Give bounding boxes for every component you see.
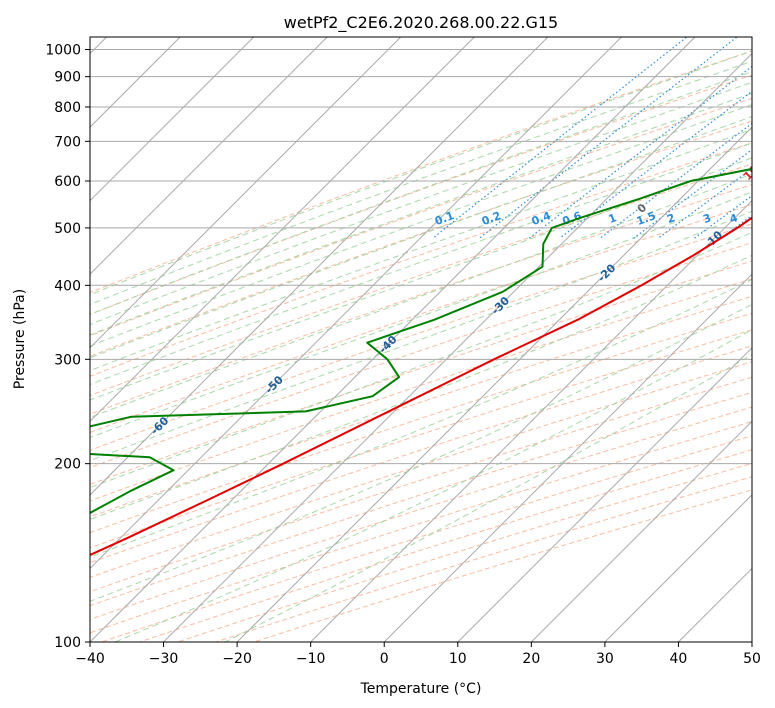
mixing-ratio-line	[432, 37, 688, 239]
dry-adiabat-line	[90, 50, 752, 294]
isotherm-line	[90, 37, 696, 642]
x-axis: −40 −30 −20 −10 0 10 20 30 40 50	[75, 642, 761, 667]
chart-title: wetPf2_C2E6.2020.268.00.22.G15	[284, 13, 558, 33]
dry-adiabat-line	[90, 74, 752, 316]
x-axis-title: Temperature (°C)	[360, 681, 482, 697]
mixing-ratio-label: 1	[607, 211, 619, 226]
moist-adiabat-label: 10	[741, 163, 761, 183]
moist-adiabat-line	[90, 142, 752, 386]
grid	[90, 37, 752, 642]
dry-adiabat-line	[90, 163, 752, 397]
moist-adiabat-line	[90, 104, 752, 347]
isotherm-line	[90, 37, 549, 496]
isotherm-line	[90, 37, 328, 275]
x-tick-label: 30	[596, 651, 614, 667]
isotherm-line	[90, 37, 475, 423]
x-tick-label: −30	[149, 651, 179, 667]
x-tick-label: −40	[75, 651, 105, 667]
moist-adiabat-line	[90, 50, 752, 296]
y-axis-title: Pressure (hPa)	[12, 289, 28, 389]
dry-adiabat-line	[90, 223, 752, 451]
mixing-ratio-label: 0.4	[530, 209, 553, 228]
x-tick-label: 0	[380, 651, 389, 667]
dry-adiabat-line	[90, 391, 752, 607]
x-tick-label: −10	[296, 651, 326, 667]
x-tick-label: 40	[670, 651, 688, 667]
mixing-ratio-line	[559, 90, 752, 239]
dry-adiabat-line	[90, 120, 752, 357]
mixing-ratio-label: 0.1	[433, 209, 456, 228]
y-tick-label: 300	[54, 352, 81, 368]
y-tick-label: 700	[54, 134, 81, 150]
dry-adiabat-line	[90, 295, 752, 518]
dewpoint-profile-line	[90, 167, 752, 515]
dry-adiabat-line	[90, 242, 752, 469]
isotherm-line	[236, 126, 752, 642]
mixing-ratio-label: 3	[701, 211, 713, 226]
y-tick-label: 100	[54, 635, 81, 651]
y-tick-label: 600	[54, 174, 81, 190]
dry-adiabat-line	[90, 184, 752, 415]
plot-frame	[89, 36, 753, 643]
isotherm-line	[310, 199, 752, 642]
dry-adiabat-line	[90, 203, 752, 434]
y-tick-label: 1000	[45, 43, 81, 59]
isotherm-line	[604, 494, 752, 642]
mixing-ratio-line	[478, 37, 738, 239]
mixing-ratio-line	[599, 122, 752, 239]
y-tick-label: 200	[54, 457, 81, 473]
x-tick-label: 50	[743, 651, 761, 667]
mixing-ratio-label: 1.5	[635, 209, 658, 228]
mixing-ratio-label: 2	[665, 211, 677, 226]
mixing-ratio-label: 4	[728, 211, 740, 226]
isotherm-line	[90, 37, 622, 570]
moist-adiabat-line	[90, 60, 752, 306]
x-tick-label: 20	[522, 651, 540, 667]
y-tick-label: 500	[54, 221, 81, 237]
temperature-profile-line	[90, 216, 752, 557]
y-tick-label: 400	[54, 278, 81, 294]
isotherm-line	[530, 420, 752, 642]
isotherm-line	[90, 37, 255, 202]
dry-adiabat-line	[90, 312, 752, 534]
x-tick-label: −20	[222, 651, 252, 667]
x-tick-label: 10	[449, 651, 467, 667]
profile-series	[90, 167, 752, 557]
isotherm-line	[383, 273, 752, 642]
moist-adiabat-line	[90, 128, 752, 372]
moist-adiabat-line	[90, 191, 752, 439]
isotherm-line	[90, 37, 402, 349]
y-axis: 1000 900 800 700 600 500 400 300 200 100	[45, 43, 90, 651]
dry-adiabat-line	[90, 278, 752, 502]
isotherm-line	[163, 52, 752, 642]
y-tick-label: 900	[54, 70, 81, 86]
isotherm-line	[457, 347, 752, 642]
mixing-ratio-label: 0.2	[480, 209, 503, 228]
y-tick-label: 800	[54, 100, 81, 116]
